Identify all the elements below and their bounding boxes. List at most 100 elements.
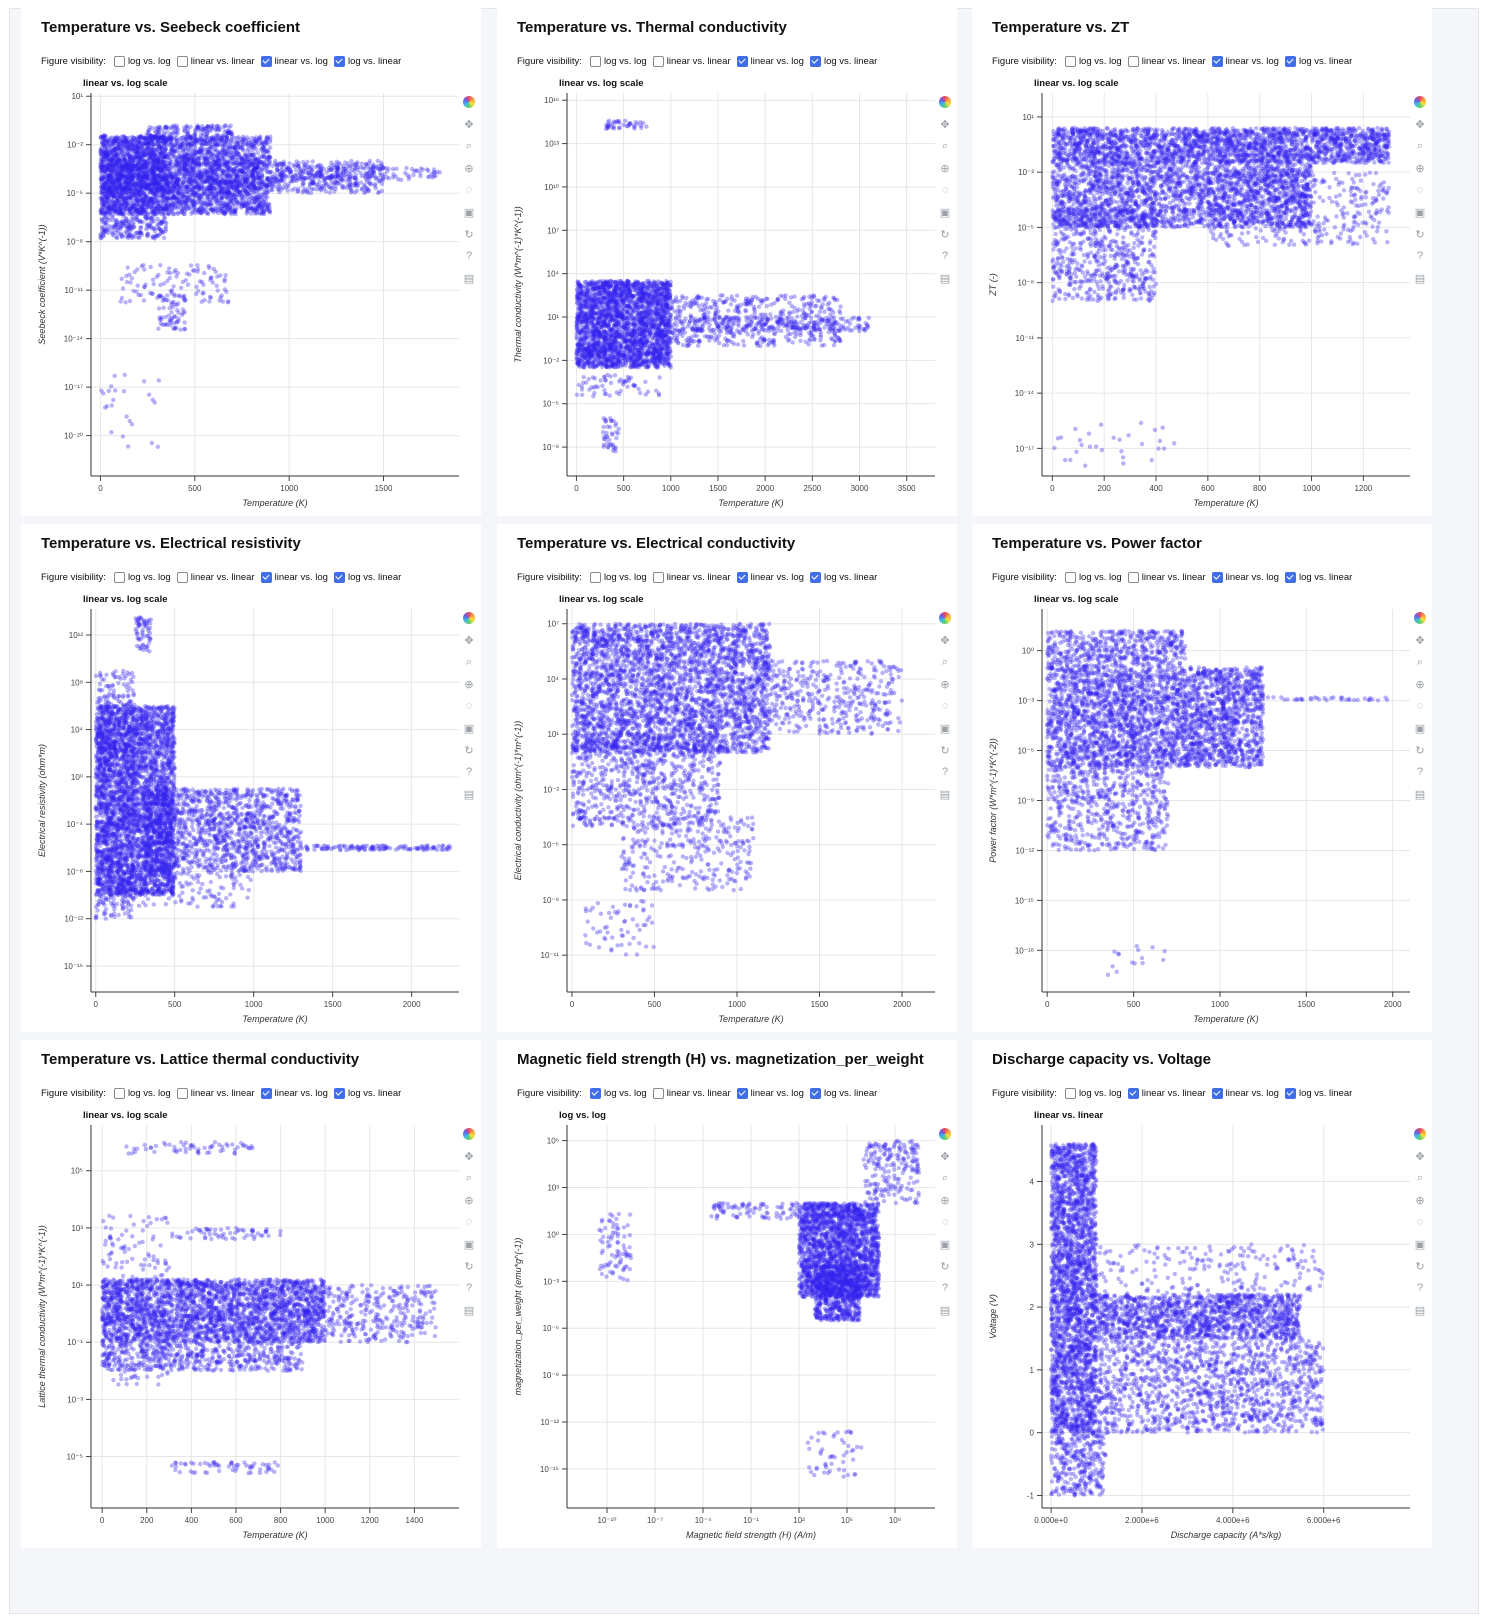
data-point [209, 152, 214, 157]
data-point [214, 142, 219, 147]
data-point [109, 157, 114, 162]
data-point [237, 173, 243, 179]
data-point [200, 197, 205, 202]
data-point [118, 192, 124, 197]
data-point [99, 165, 104, 171]
data-point [373, 186, 379, 191]
data-point [163, 178, 169, 184]
data-point [107, 161, 112, 166]
data-point [137, 166, 142, 172]
data-point [191, 157, 196, 162]
data-point [138, 230, 143, 235]
data-point [264, 183, 269, 188]
data-point [153, 142, 158, 147]
data-point [207, 170, 212, 176]
data-point [178, 142, 183, 147]
checkbox-checked-icon[interactable] [333, 56, 345, 67]
data-point [240, 180, 245, 186]
data-point [163, 163, 168, 169]
help-icon[interactable]: ? [461, 248, 477, 264]
data-point [122, 144, 127, 149]
data-point [129, 194, 134, 200]
data-point [143, 175, 148, 181]
data-point [140, 211, 145, 216]
data-point [173, 195, 178, 201]
data-point [186, 155, 191, 160]
data-point [188, 263, 194, 268]
data-point [115, 153, 121, 158]
x-tick-label: 500 [188, 484, 202, 493]
visibility-checkbox[interactable]: linear vs. linear [176, 56, 255, 67]
data-point [261, 203, 266, 209]
data-point [128, 195, 133, 200]
checkbox-unchecked-icon[interactable] [113, 56, 125, 67]
data-point [197, 195, 202, 200]
data-point [305, 167, 310, 172]
data-point [188, 179, 193, 184]
data-point [268, 145, 273, 150]
x-tick-label: 1500 [375, 484, 393, 493]
data-point [192, 175, 197, 180]
data-point [267, 201, 272, 207]
data-point [190, 209, 195, 214]
data-point [98, 134, 104, 139]
data-point [187, 141, 192, 147]
data-point [126, 175, 131, 180]
data-point [135, 149, 141, 155]
checkbox-checked-icon[interactable] [260, 56, 272, 67]
visibility-checkbox[interactable]: log vs. log [113, 56, 171, 67]
data-point [358, 180, 364, 185]
data-point [107, 138, 112, 143]
data-point [235, 175, 241, 181]
data-point [225, 159, 230, 164]
data-point [256, 180, 261, 186]
data-point [126, 159, 132, 165]
data-point [123, 162, 129, 167]
wheel-zoom-icon[interactable]: ⊕ [461, 160, 477, 176]
data-point [267, 170, 273, 175]
reset-icon[interactable]: ↻ [461, 226, 477, 242]
data-point [117, 206, 123, 211]
save-icon[interactable]: ▣ [461, 204, 477, 220]
data-point [144, 160, 149, 165]
y-tick-label: 10⁻⁸ [67, 238, 84, 247]
data-point [154, 157, 159, 163]
data-point [221, 210, 227, 215]
data-point [267, 160, 272, 165]
data-point [199, 137, 204, 142]
data-point [224, 191, 230, 197]
data-point [187, 141, 192, 146]
data-point [145, 160, 150, 165]
data-point [145, 136, 150, 141]
data-point [256, 203, 261, 209]
data-point [184, 161, 189, 166]
data-point [139, 198, 144, 203]
bokeh-logo-icon[interactable] [461, 94, 477, 110]
plot-area[interactable] [91, 93, 459, 476]
data-point [188, 161, 194, 166]
data-point [250, 180, 255, 186]
data-point [218, 188, 224, 193]
data-point [365, 174, 371, 180]
data-point [255, 161, 260, 166]
visibility-checkbox[interactable]: linear vs. log [260, 56, 328, 67]
data-point [154, 274, 159, 280]
data-point [193, 160, 198, 165]
checkbox-unchecked-icon[interactable] [176, 56, 188, 67]
data-point [183, 205, 189, 210]
data-point [201, 290, 206, 295]
data-point [212, 170, 218, 176]
data-point [189, 198, 195, 204]
y-tick-label: 10⁻²⁰ [64, 432, 83, 441]
data-point [233, 194, 238, 200]
data-point [355, 160, 360, 165]
data-point [229, 156, 234, 161]
visibility-checkbox[interactable]: log vs. linear [333, 56, 401, 67]
data-point [109, 135, 114, 140]
data-point [139, 167, 145, 173]
data-point [166, 191, 171, 197]
data-point [107, 205, 113, 211]
data-point [143, 180, 148, 185]
data-point [157, 174, 163, 179]
